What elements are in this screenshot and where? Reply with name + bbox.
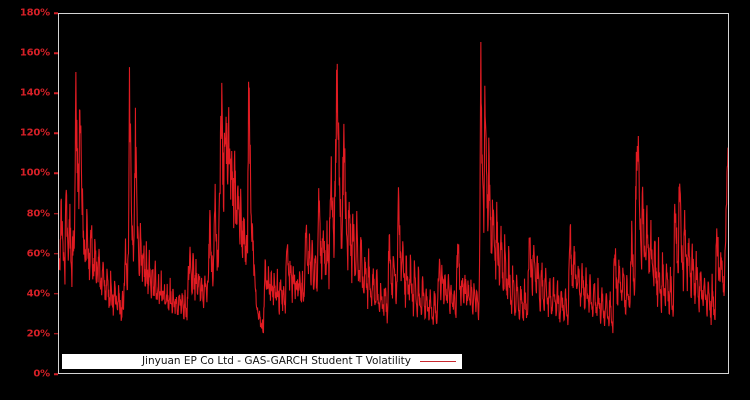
y-axis-tick-mark bbox=[54, 252, 58, 255]
y-axis-tick-label: 180% bbox=[19, 7, 50, 19]
y-axis-tick-label: 160% bbox=[19, 47, 50, 59]
y-axis-tick-label: 100% bbox=[19, 167, 50, 179]
y-axis-tick-label: 40% bbox=[26, 288, 51, 300]
y-axis-tick-label: 60% bbox=[26, 248, 51, 260]
y-axis-tick-mark bbox=[54, 212, 58, 215]
legend-line-sample bbox=[420, 361, 456, 362]
chart-legend: Jinyuan EP Co Ltd - GAS-GARCH Student T … bbox=[62, 354, 462, 369]
y-axis-tick-mark bbox=[54, 333, 58, 335]
y-axis-tick-label: 20% bbox=[26, 328, 51, 340]
y-axis-tick-label: 140% bbox=[19, 87, 50, 99]
y-axis: 180% 160% 140% 120% 100% 80% 60% 40% 20% 0% bbox=[0, 0, 58, 400]
y-axis-tick-mark bbox=[54, 172, 58, 175]
y-axis-tick-mark bbox=[54, 293, 58, 295]
legend-label: Jinyuan EP Co Ltd - GAS-GARCH Student T … bbox=[141, 355, 411, 368]
y-axis-tick-mark bbox=[54, 12, 58, 14]
y-axis-tick-label: 0% bbox=[33, 368, 50, 380]
y-axis-tick-label: 120% bbox=[19, 127, 50, 139]
y-axis-tick-mark bbox=[54, 52, 58, 54]
series-line bbox=[59, 42, 728, 334]
y-axis-tick-mark bbox=[54, 373, 58, 375]
y-axis-tick-mark bbox=[54, 132, 58, 135]
y-axis-tick-label: 80% bbox=[26, 208, 51, 220]
volatility-series bbox=[59, 42, 728, 334]
y-axis-tick-mark bbox=[54, 92, 58, 94]
plot-area bbox=[58, 13, 729, 374]
